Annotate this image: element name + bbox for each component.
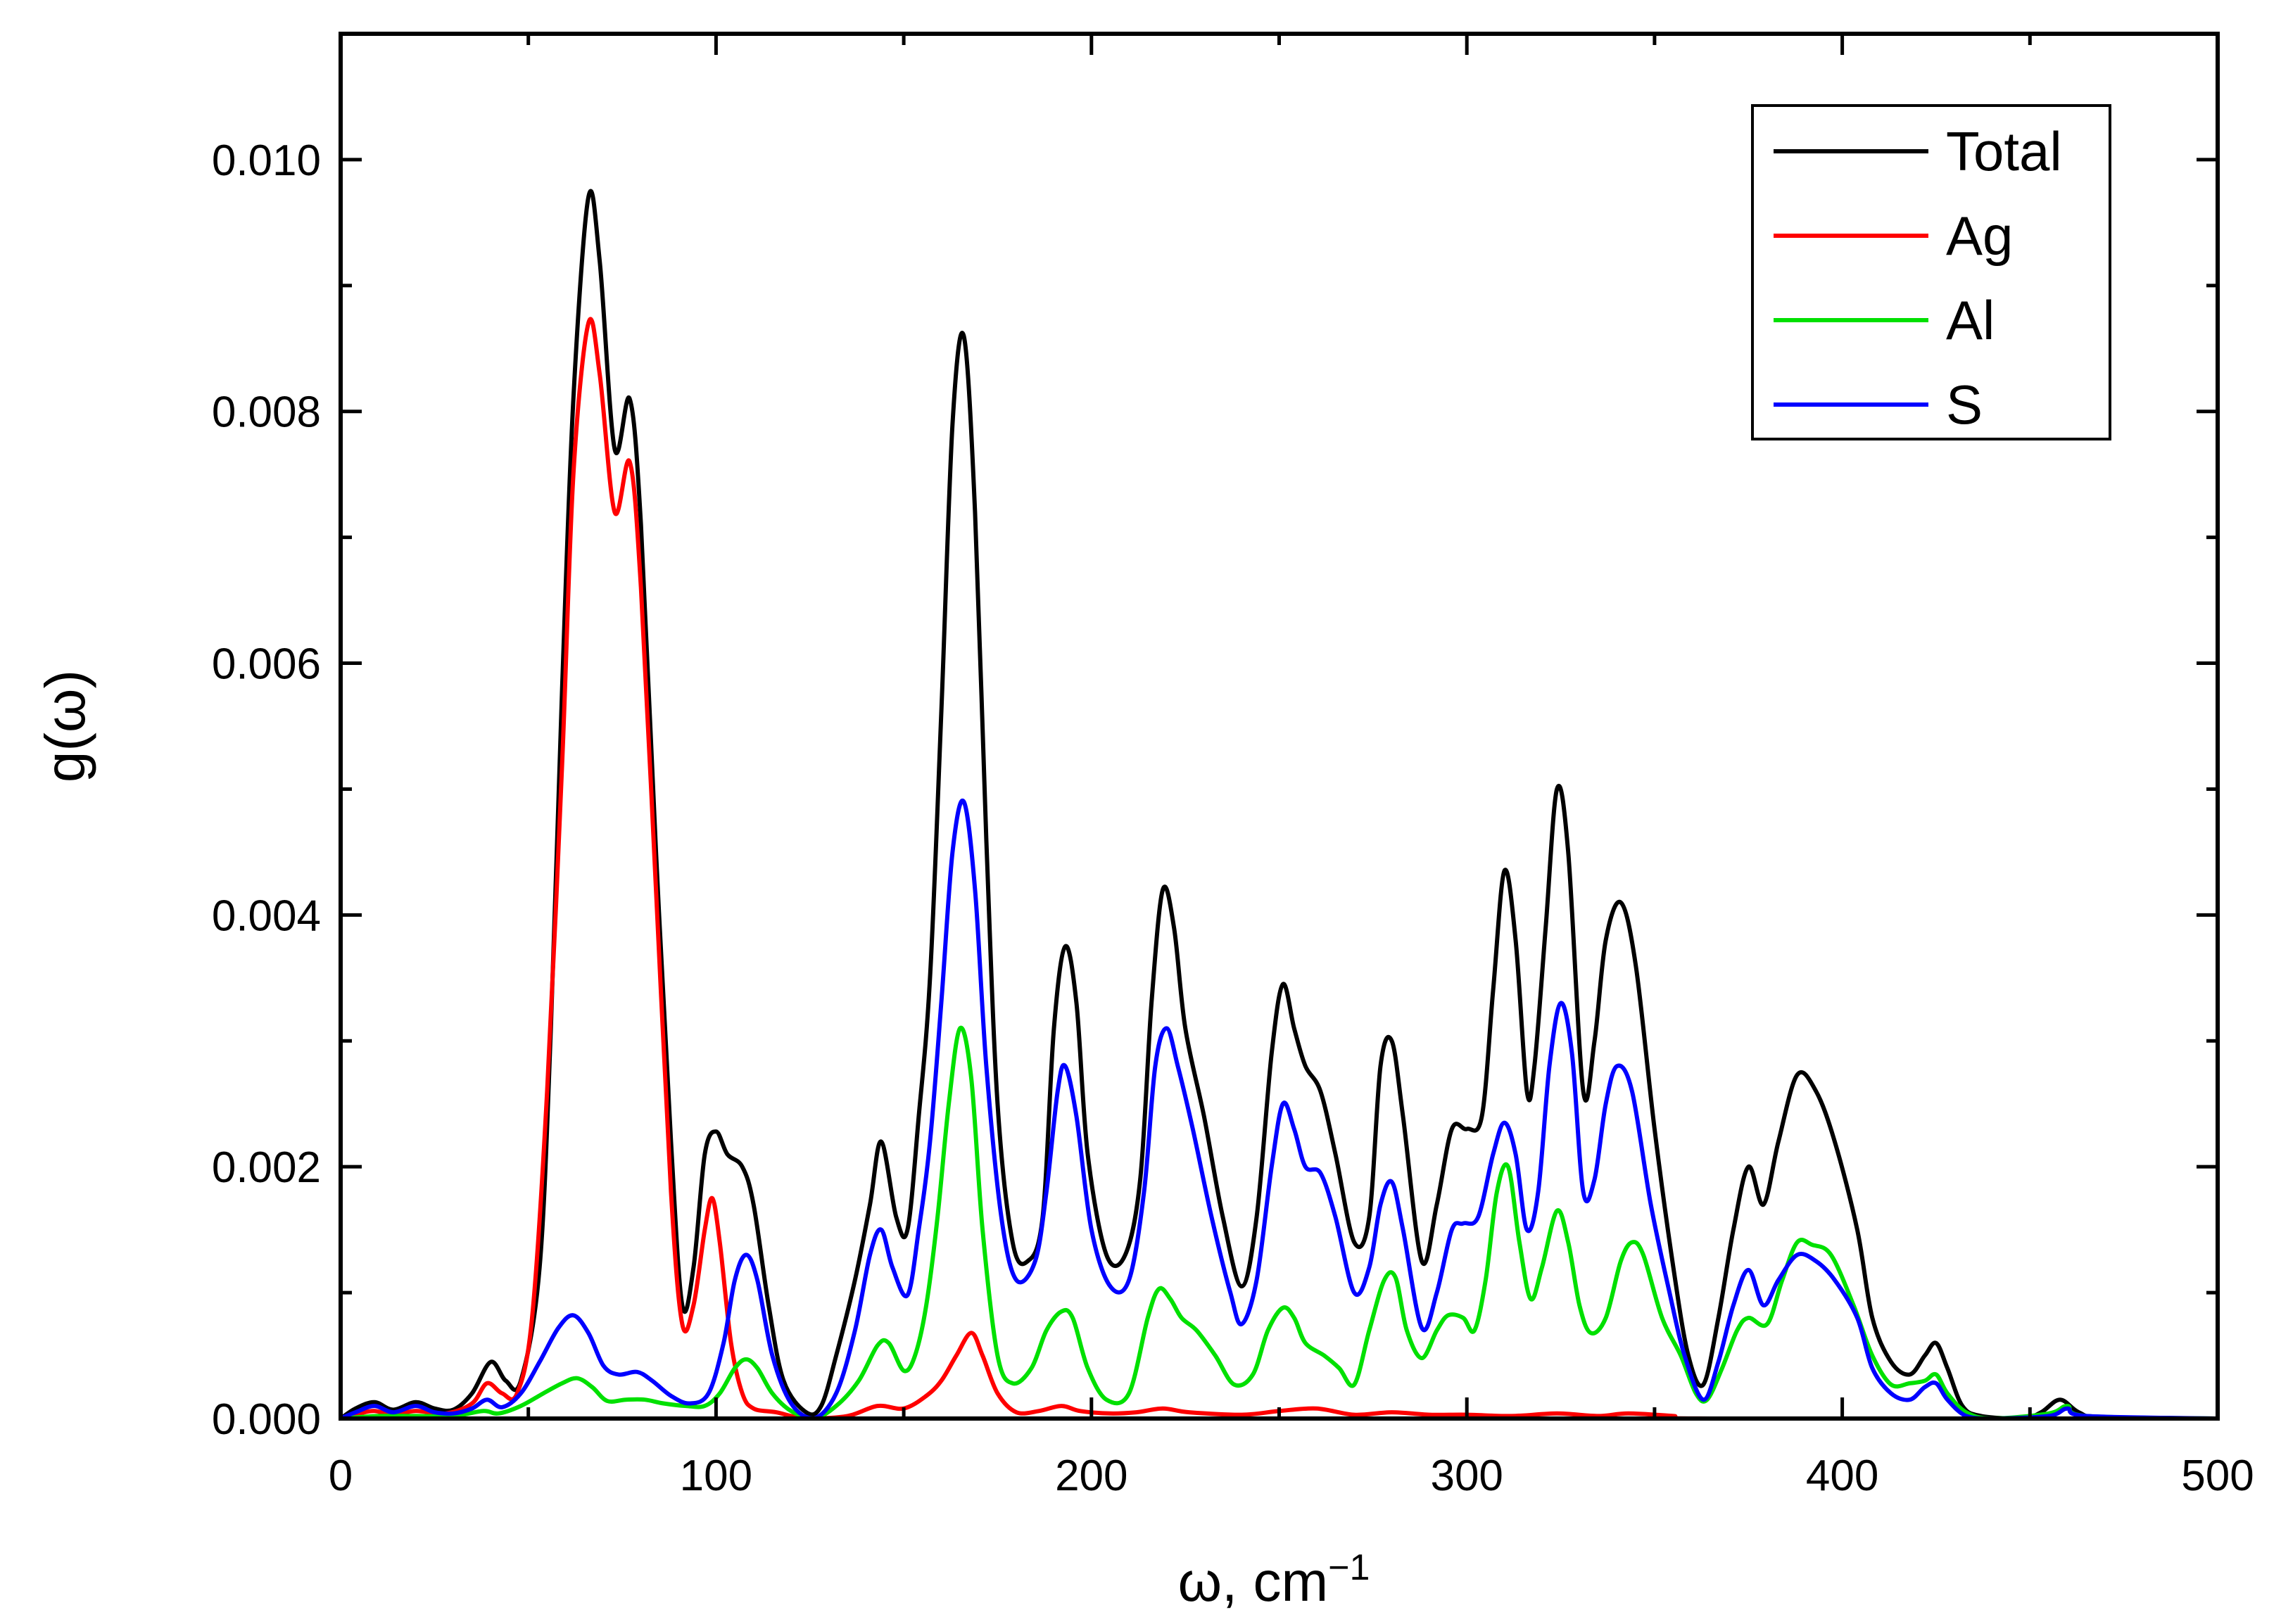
x-tick-label: 500 [2181,1452,2254,1500]
x-axis-title-superscript: −1 [1328,1547,1370,1588]
x-tick-label: 100 [680,1452,752,1500]
y-axis-title: g(ω) [34,670,96,782]
legend-label-ag: Ag [1946,205,2013,267]
x-axis-title: ω, cm−1 [1178,1547,1370,1613]
y-tick-label: 0.002 [212,1143,321,1192]
x-tick-label: 0 [329,1452,353,1500]
y-tick-label: 0.010 [212,137,321,185]
series-layer [341,189,2218,1419]
series-line-s [341,798,2218,1419]
x-tick-label: 300 [1430,1452,1503,1500]
y-tick-label: 0.006 [212,640,321,689]
y-tick-label: 0.000 [212,1395,321,1444]
x-tick-label: 200 [1055,1452,1127,1500]
x-tick-label: 400 [1806,1452,1878,1500]
y-tick-label: 0.004 [212,892,321,940]
ticks-layer [339,34,2220,1421]
legend-box [1751,104,2111,440]
tick-labels-layer: 0 100 200 300 400 500 0.000 0.002 0.004 0.006 0.00… [212,137,2254,1500]
legend-label-al: Al [1946,289,1995,351]
legend: Total Ag Al S [1751,104,2111,440]
series-line-al [341,1025,2218,1419]
series-line-total [341,189,2218,1419]
y-tick-label: 0.008 [212,388,321,437]
legend-label-total: Total [1946,120,2062,182]
legend-label-s: S [1946,374,1983,436]
series-line-ag [341,317,2218,1419]
